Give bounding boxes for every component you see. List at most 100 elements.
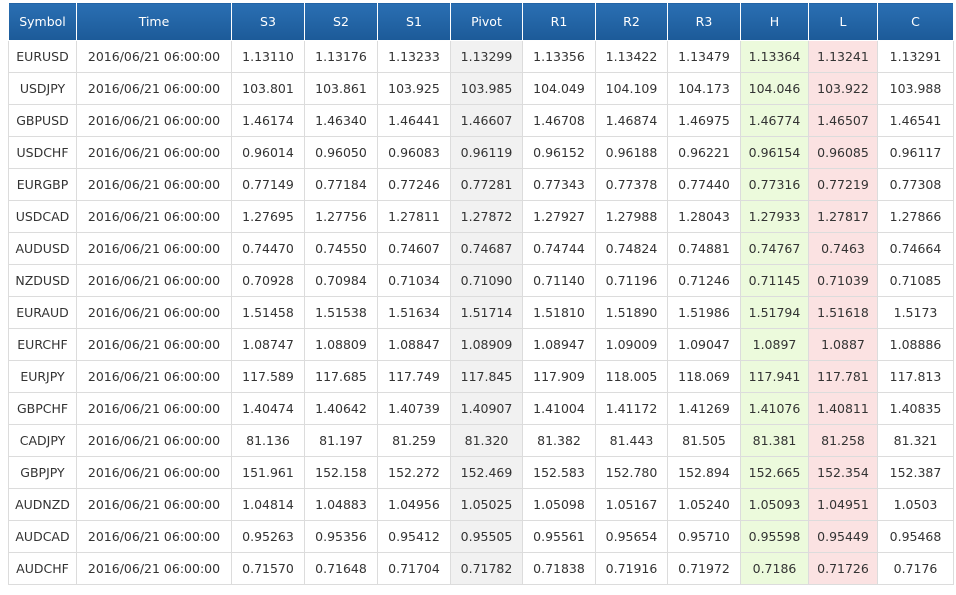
s3-cell: 151.961 [231, 456, 305, 489]
symbol-cell: GBPCHF [8, 392, 77, 425]
close-cell: 81.321 [877, 424, 954, 457]
r3-cell: 1.05240 [667, 488, 741, 521]
time-cell: 2016/06/21 06:00:00 [76, 360, 232, 393]
close-cell: 0.95468 [877, 520, 954, 553]
table-row: AUDUSD 2016/06/21 06:00:00 0.74470 0.74550 0… [8, 232, 954, 265]
high-cell: 81.381 [740, 424, 809, 457]
header-s2[interactable]: S2 [304, 2, 378, 41]
pivot-cell: 1.51714 [450, 296, 523, 329]
time-cell: 2016/06/21 06:00:00 [76, 72, 232, 105]
high-cell: 0.7186 [740, 552, 809, 585]
header-high[interactable]: H [740, 2, 809, 41]
s2-cell: 1.46340 [304, 104, 378, 137]
r1-cell: 0.95561 [522, 520, 596, 553]
close-cell: 0.77308 [877, 168, 954, 201]
close-cell: 1.13291 [877, 40, 954, 73]
close-cell: 0.96117 [877, 136, 954, 169]
pivot-cell: 0.96119 [450, 136, 523, 169]
high-cell: 0.95598 [740, 520, 809, 553]
s2-cell: 1.51538 [304, 296, 378, 329]
time-cell: 2016/06/21 06:00:00 [76, 456, 232, 489]
r3-cell: 1.28043 [667, 200, 741, 233]
symbol-cell: USDJPY [8, 72, 77, 105]
r2-cell: 152.780 [595, 456, 668, 489]
table-row: EURUSD 2016/06/21 06:00:00 1.13110 1.13176 1… [8, 40, 954, 73]
high-cell: 0.77316 [740, 168, 809, 201]
high-cell: 152.665 [740, 456, 809, 489]
header-pivot[interactable]: Pivot [450, 2, 523, 41]
high-cell: 1.41076 [740, 392, 809, 425]
header-symbol[interactable]: Symbol [8, 2, 77, 41]
close-cell: 1.46541 [877, 104, 954, 137]
symbol-cell: AUDCAD [8, 520, 77, 553]
low-cell: 1.0887 [808, 328, 878, 361]
pivot-cell: 1.27872 [450, 200, 523, 233]
symbol-cell: USDCHF [8, 136, 77, 169]
time-cell: 2016/06/21 06:00:00 [76, 104, 232, 137]
symbol-cell: USDCAD [8, 200, 77, 233]
header-s3[interactable]: S3 [231, 2, 305, 41]
header-time[interactable]: Time [76, 2, 232, 41]
pivot-cell: 1.13299 [450, 40, 523, 73]
r1-cell: 1.13356 [522, 40, 596, 73]
r3-cell: 152.894 [667, 456, 741, 489]
r2-cell: 0.71916 [595, 552, 668, 585]
r3-cell: 0.95710 [667, 520, 741, 553]
s1-cell: 1.51634 [377, 296, 451, 329]
header-close[interactable]: C [877, 2, 954, 41]
s3-cell: 0.70928 [231, 264, 305, 297]
s1-cell: 1.46441 [377, 104, 451, 137]
close-cell: 0.7176 [877, 552, 954, 585]
pivot-points-table: Symbol Time S3 S2 S1 Pivot R1 R2 R3 H L … [8, 2, 954, 585]
close-cell: 1.40835 [877, 392, 954, 425]
s3-cell: 117.589 [231, 360, 305, 393]
r2-cell: 0.74824 [595, 232, 668, 265]
r3-cell: 1.46975 [667, 104, 741, 137]
table-row: NZDUSD 2016/06/21 06:00:00 0.70928 0.70984 0… [8, 264, 954, 297]
table-body: EURUSD 2016/06/21 06:00:00 1.13110 1.13176 1… [8, 40, 954, 585]
high-cell: 1.05093 [740, 488, 809, 521]
r2-cell: 1.05167 [595, 488, 668, 521]
time-cell: 2016/06/21 06:00:00 [76, 40, 232, 73]
pivot-cell: 1.08909 [450, 328, 523, 361]
table-row: GBPJPY 2016/06/21 06:00:00 151.961 152.158 1… [8, 456, 954, 489]
r2-cell: 104.109 [595, 72, 668, 105]
header-r3[interactable]: R3 [667, 2, 741, 41]
pivot-cell: 1.40907 [450, 392, 523, 425]
time-cell: 2016/06/21 06:00:00 [76, 232, 232, 265]
pivot-cell: 1.05025 [450, 488, 523, 521]
s3-cell: 1.51458 [231, 296, 305, 329]
header-s1[interactable]: S1 [377, 2, 451, 41]
r1-cell: 1.27927 [522, 200, 596, 233]
r1-cell: 1.46708 [522, 104, 596, 137]
high-cell: 1.0897 [740, 328, 809, 361]
low-cell: 1.27817 [808, 200, 878, 233]
time-cell: 2016/06/21 06:00:00 [76, 200, 232, 233]
symbol-cell: AUDCHF [8, 552, 77, 585]
r3-cell: 104.173 [667, 72, 741, 105]
time-cell: 2016/06/21 06:00:00 [76, 264, 232, 297]
header-low[interactable]: L [808, 2, 878, 41]
s3-cell: 0.74470 [231, 232, 305, 265]
header-row: Symbol Time S3 S2 S1 Pivot R1 R2 R3 H L … [8, 2, 954, 41]
r2-cell: 118.005 [595, 360, 668, 393]
low-cell: 0.96085 [808, 136, 878, 169]
r1-cell: 1.08947 [522, 328, 596, 361]
s1-cell: 0.74607 [377, 232, 451, 265]
table-row: USDJPY 2016/06/21 06:00:00 103.801 103.861 1… [8, 72, 954, 105]
table-row: USDCAD 2016/06/21 06:00:00 1.27695 1.27756 1… [8, 200, 954, 233]
r1-cell: 0.71140 [522, 264, 596, 297]
s3-cell: 1.46174 [231, 104, 305, 137]
close-cell: 1.08886 [877, 328, 954, 361]
r2-cell: 0.77378 [595, 168, 668, 201]
high-cell: 1.13364 [740, 40, 809, 73]
low-cell: 1.13241 [808, 40, 878, 73]
low-cell: 1.46507 [808, 104, 878, 137]
r3-cell: 0.74881 [667, 232, 741, 265]
header-r1[interactable]: R1 [522, 2, 596, 41]
header-r2[interactable]: R2 [595, 2, 668, 41]
r2-cell: 1.46874 [595, 104, 668, 137]
s1-cell: 0.71034 [377, 264, 451, 297]
s1-cell: 1.27811 [377, 200, 451, 233]
s1-cell: 1.40739 [377, 392, 451, 425]
